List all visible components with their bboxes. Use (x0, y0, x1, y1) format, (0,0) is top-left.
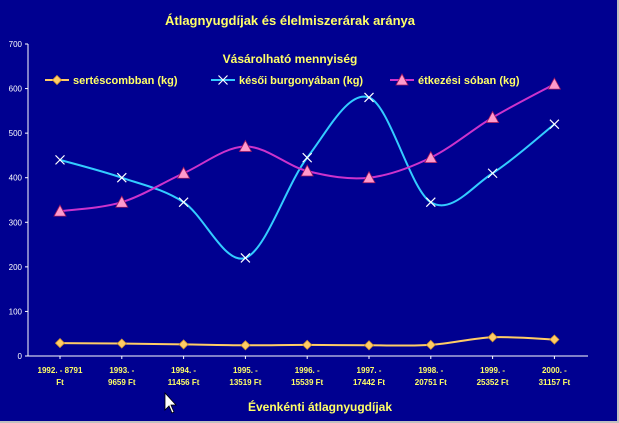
data-point (363, 340, 375, 351)
data-point (549, 334, 560, 345)
y-tick-label: 400 (9, 174, 23, 183)
data-point (116, 172, 127, 183)
mouse-cursor-icon (164, 391, 177, 414)
data-point (178, 197, 189, 208)
series-line (59, 95, 556, 260)
data-point (362, 170, 376, 184)
legend-swatch-marker (395, 73, 409, 86)
data-point (364, 92, 374, 103)
data-point (53, 204, 67, 217)
x-tick-label: 1997. - (357, 366, 382, 375)
series-3 (53, 77, 562, 217)
legend-swatch-marker (218, 75, 228, 85)
legend-entry: késői burgonyában (kg) (211, 75, 363, 87)
y-tick-label: 700 (9, 40, 23, 49)
data-point (549, 119, 560, 130)
legend-title: Vásárolható mennyiség (223, 52, 358, 66)
legend-label: sertéscombban (kg) (73, 75, 178, 87)
series-2 (55, 92, 560, 263)
data-point (485, 110, 500, 123)
data-point (300, 164, 314, 177)
data-point (425, 197, 436, 208)
x-tick-label: 1995. - (233, 366, 258, 375)
series-line (59, 83, 555, 213)
data-point (487, 332, 498, 343)
y-tick-label: 200 (9, 263, 23, 272)
x-tick-label: 1999. - (480, 366, 505, 375)
x-tick-label: Ft (56, 378, 64, 387)
y-tick-label: 100 (9, 307, 23, 316)
x-tick-label: 9659 Ft (108, 378, 136, 387)
data-point (425, 339, 436, 350)
x-tick-label: 20751 Ft (415, 378, 447, 387)
data-point (178, 339, 189, 350)
data-point (238, 139, 253, 152)
data-point (54, 338, 66, 349)
legend-label: étkezési sóban (kg) (418, 75, 520, 87)
legend-entry: étkezési sóban (kg) (390, 73, 520, 87)
series-layer (53, 77, 562, 351)
x-tick-label: 2000. - (542, 366, 567, 375)
x-tick-label: 11456 Ft (168, 378, 200, 387)
y-tick-label: 500 (9, 129, 23, 138)
data-point (302, 339, 313, 350)
data-point (547, 77, 562, 90)
data-point (424, 150, 438, 164)
series-1 (54, 332, 560, 351)
x-tick-label: 13519 Ft (229, 378, 261, 387)
chart-title: Átlagnyugdíjak és élelmiszerárak aránya (165, 13, 416, 28)
data-point (302, 152, 313, 163)
legend: sertéscombban (kg) késői burgonyában (kg)… (45, 73, 520, 87)
x-tick-label: 25352 Ft (477, 378, 509, 387)
x-tick-label: 17442 Ft (353, 378, 385, 387)
x-tick-label: 31157 Ft (539, 378, 571, 387)
x-tick-label: 1993. - (109, 366, 134, 375)
data-point (240, 253, 251, 263)
y-tick-label: 0 (18, 352, 23, 361)
axes: 0 100 200 300 400 500 600 700 1992. - 8791 Ft 1993… (9, 40, 588, 387)
data-point (55, 154, 65, 165)
legend-label: késői burgonyában (kg) (239, 75, 363, 87)
data-point (240, 340, 251, 351)
x-tick-label: 1996. - (295, 366, 320, 375)
x-tick-label: 1998. - (418, 366, 443, 375)
x-tick-label: 1994. - (171, 366, 196, 375)
y-tick-label: 300 (9, 218, 23, 227)
data-point (115, 195, 129, 208)
legend-swatch-marker (51, 74, 63, 86)
data-point (176, 166, 191, 179)
data-point (487, 168, 498, 179)
x-tick-label: 15539 Ft (291, 378, 323, 387)
x-axis-title: Évenkénti átlagnyugdíjak (248, 399, 392, 414)
x-tick-label: 1992. - 8791 (38, 366, 83, 375)
legend-entry: sertéscombban (kg) (45, 74, 178, 87)
data-point (116, 338, 127, 349)
y-tick-label: 600 (9, 85, 23, 94)
